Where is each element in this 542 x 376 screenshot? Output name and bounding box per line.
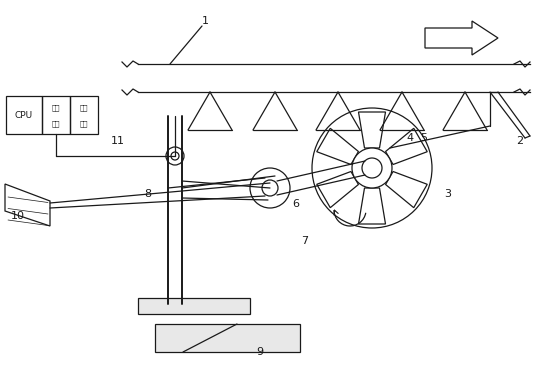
Circle shape (262, 180, 278, 196)
Circle shape (352, 148, 392, 188)
Circle shape (312, 108, 432, 228)
Text: CPU: CPU (15, 111, 33, 120)
Text: 8: 8 (144, 189, 152, 199)
Text: 5: 5 (421, 133, 428, 143)
Text: 输入: 输入 (51, 105, 60, 111)
Polygon shape (5, 184, 50, 226)
Text: 7: 7 (301, 236, 308, 246)
Bar (138, 298, 250, 314)
Circle shape (250, 168, 290, 208)
Polygon shape (358, 188, 385, 224)
Bar (42, 96, 70, 134)
Text: 9: 9 (256, 347, 263, 357)
Polygon shape (385, 171, 427, 208)
Text: 4: 4 (406, 133, 414, 143)
Circle shape (171, 152, 179, 160)
Bar (70, 96, 98, 134)
Polygon shape (358, 112, 385, 148)
Circle shape (362, 158, 382, 178)
Text: 11: 11 (111, 136, 125, 146)
Polygon shape (385, 128, 427, 164)
Text: 10: 10 (11, 211, 25, 221)
Text: 模块: 模块 (51, 120, 60, 127)
Bar (6, 96, 42, 134)
Polygon shape (317, 171, 358, 208)
Text: 6: 6 (293, 199, 300, 209)
Polygon shape (425, 21, 498, 55)
Text: 3: 3 (444, 189, 451, 199)
Text: 模块: 模块 (80, 120, 88, 127)
Text: 2: 2 (517, 136, 524, 146)
Bar (155, 324, 300, 352)
Text: 输出: 输出 (80, 105, 88, 111)
Polygon shape (317, 128, 358, 164)
Circle shape (166, 147, 184, 165)
Text: 1: 1 (202, 16, 209, 26)
